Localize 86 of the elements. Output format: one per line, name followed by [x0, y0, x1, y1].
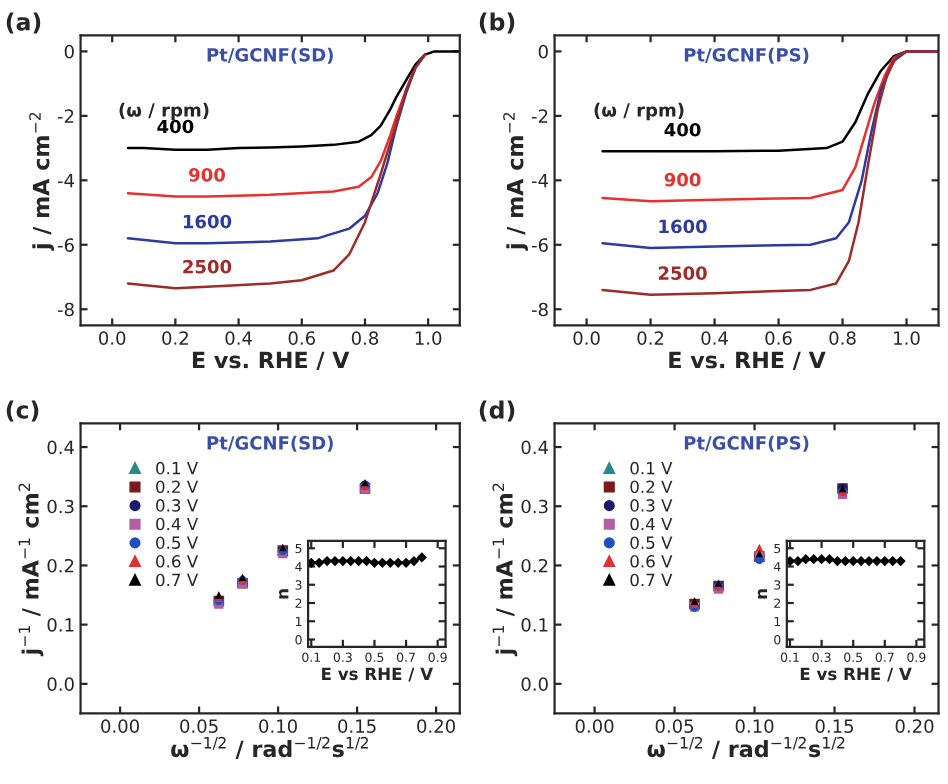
- x-tick-label: 0.6: [288, 331, 315, 345]
- x-tick-label: 0.6: [765, 331, 792, 345]
- y-tick-label: 0: [64, 44, 74, 59]
- x-tick-label: 0.2: [162, 331, 188, 345]
- text: (c): [6, 400, 39, 422]
- y-axis-title: n: [279, 589, 289, 599]
- series-label: 400: [664, 122, 701, 137]
- annotation: Pt/GCNF(PS): [684, 435, 809, 452]
- legend-label: 0.2 V: [630, 480, 673, 494]
- annotation: (ω / rpm): [119, 102, 209, 121]
- y-tick-label: 0: [538, 44, 548, 59]
- y-tick-label: -2: [57, 109, 74, 123]
- x-axis-title: E vs. RHE / V: [192, 351, 350, 371]
- legend-label: 0.7 V: [630, 573, 673, 587]
- x-tick-label: 1.0: [894, 331, 920, 345]
- y-tick-label: -8: [531, 302, 548, 317]
- y-axis-title: j$^{−1}$ / mA$^{−1}$ cm$^{2}$: [492, 483, 518, 657]
- y-axis-title: n: [757, 589, 768, 599]
- text: (b): [479, 12, 515, 34]
- legend-label: 0.7 V: [156, 573, 199, 587]
- y-tick-label: -6: [531, 238, 548, 252]
- x-tick-label: 0.05: [180, 719, 218, 733]
- x-tick-label: 0.15: [815, 719, 854, 733]
- x-tick-label: 0.4: [225, 331, 252, 345]
- x-tick-label: 0.2: [637, 331, 664, 345]
- y-tick-label: 0.4: [521, 440, 549, 455]
- x-tick-label: 0.20: [417, 719, 455, 733]
- x-tick-label: 0.0: [99, 331, 126, 345]
- y-tick-label: 0.2: [47, 558, 74, 573]
- x-tick-label: 0.15: [338, 719, 376, 733]
- y-tick-label: 0.1: [521, 618, 548, 632]
- y-tick-label: 0.2: [521, 558, 548, 573]
- series-label: 400: [157, 119, 194, 134]
- y-tick-label: -6: [57, 238, 74, 252]
- x-tick-label: 0.8: [351, 331, 379, 345]
- x-tick-label: 0.10: [735, 719, 774, 733]
- y-tick-label: -4: [531, 174, 549, 188]
- x-tick-label: 0.10: [259, 719, 297, 733]
- x-tick-label: 0.00: [101, 719, 139, 733]
- x-tick-label: 0.8: [829, 331, 856, 345]
- x-tick-label: 1.0: [415, 331, 442, 345]
- y-axis-title: j$^{−1}$ / mA$^{−1}$ cm$^{2}$: [18, 483, 44, 657]
- x-tick-label: 0.05: [655, 719, 694, 733]
- x-axis-title: E vs. RHE / V: [669, 351, 826, 371]
- series-label: 2500: [183, 259, 232, 274]
- y-axis-title: j / mA cm$^{−2}$: [503, 112, 528, 251]
- legend-label: 0.6 V: [156, 555, 199, 568]
- x-tick-label: 0.4: [701, 331, 728, 345]
- y-tick-label: 0.3: [521, 499, 548, 514]
- series-label: 1600: [659, 219, 707, 234]
- x-axis-title: ω$^{−1/2}$ / rad$^{−1/2}$s$^{1/2}$: [171, 736, 368, 759]
- legend-label: 0.4 V: [630, 517, 673, 531]
- annotation: Pt/GCNF(PS): [684, 47, 809, 64]
- y-tick-label: 0.0: [47, 677, 74, 691]
- legend-label: 0.3 V: [630, 499, 673, 512]
- legend-label: 0.1 V: [630, 461, 673, 475]
- y-tick-label: 0.4: [47, 440, 75, 455]
- legend-label: 0.3 V: [156, 499, 199, 512]
- x-tick-label: 0.00: [575, 719, 614, 733]
- series-label: 1600: [183, 214, 232, 229]
- x-axis-title: E vs RHE / V: [322, 667, 434, 682]
- legend-label: 0.1 V: [156, 461, 199, 475]
- y-tick-label: -2: [531, 109, 548, 123]
- legend-label: 0.2 V: [156, 480, 199, 494]
- text: (d): [479, 400, 515, 422]
- text: (a): [6, 12, 41, 34]
- annotation: Pt/GCNF(SD): [207, 47, 333, 64]
- x-tick-label: 0.20: [895, 719, 934, 733]
- x-axis-title: E vs RHE / V: [800, 667, 912, 682]
- y-tick-label: -8: [57, 302, 74, 317]
- annotation: Pt/GCNF(SD): [207, 435, 333, 452]
- legend-label: 0.5 V: [156, 536, 199, 549]
- series-label: 900: [189, 168, 225, 182]
- y-axis-title: j / mA cm$^{−2}$: [29, 112, 54, 251]
- legend-label: 0.5 V: [630, 536, 673, 549]
- series-label: 900: [664, 172, 701, 187]
- legend-label: 0.6 V: [630, 555, 673, 568]
- x-axis-title: ω$^{−1/2}$ / rad$^{−1/2}$s$^{1/2}$: [647, 736, 845, 759]
- x-tick-label: 0.0: [573, 331, 600, 345]
- y-tick-label: 0.3: [47, 499, 74, 514]
- y-tick-label: -4: [57, 174, 75, 188]
- y-tick-label: 0.0: [521, 677, 548, 691]
- annotation: (ω / rpm): [594, 102, 684, 121]
- y-tick-label: 0.1: [47, 618, 74, 632]
- series-label: 2500: [658, 266, 707, 280]
- legend-label: 0.4 V: [156, 517, 199, 531]
